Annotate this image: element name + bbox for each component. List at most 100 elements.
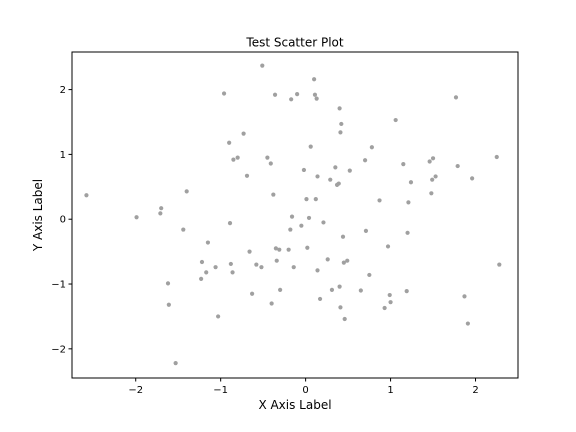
data-point bbox=[204, 270, 209, 275]
data-point bbox=[268, 161, 273, 166]
y-tick-label: −2 bbox=[51, 344, 66, 355]
data-point bbox=[230, 270, 235, 275]
data-point bbox=[265, 155, 270, 160]
data-point bbox=[205, 240, 211, 245]
y-tick-label: 0 bbox=[60, 215, 66, 226]
data-point bbox=[430, 177, 435, 182]
data-point bbox=[315, 174, 320, 179]
data-point bbox=[199, 259, 205, 265]
data-point bbox=[228, 261, 233, 267]
data-point bbox=[312, 92, 318, 97]
data-point bbox=[317, 296, 323, 302]
data-point bbox=[272, 92, 278, 97]
data-point bbox=[494, 154, 499, 160]
x-axis-label: X Axis Label bbox=[258, 398, 331, 412]
data-point bbox=[216, 314, 221, 319]
y-axis-label: Y Axis Label bbox=[31, 179, 45, 252]
data-point bbox=[289, 214, 295, 219]
y-axis-ticks: −2 −1 0 1 2 bbox=[51, 85, 72, 355]
data-point bbox=[408, 180, 414, 185]
data-point bbox=[158, 211, 163, 216]
data-point bbox=[308, 144, 313, 149]
data-point bbox=[227, 140, 232, 145]
data-point bbox=[295, 92, 300, 97]
x-tick-label: −2 bbox=[128, 385, 143, 396]
data-point bbox=[393, 117, 398, 123]
data-point bbox=[347, 168, 352, 173]
data-point bbox=[377, 198, 382, 203]
data-point bbox=[227, 221, 233, 226]
data-point bbox=[199, 276, 204, 281]
data-point bbox=[247, 249, 252, 254]
data-point bbox=[405, 230, 410, 235]
data-point bbox=[433, 174, 438, 179]
data-points bbox=[84, 63, 502, 366]
data-point bbox=[369, 145, 374, 150]
data-point bbox=[274, 258, 279, 263]
data-point bbox=[306, 215, 312, 221]
data-point bbox=[382, 305, 387, 311]
data-point bbox=[231, 157, 236, 162]
data-point bbox=[259, 265, 264, 270]
data-point bbox=[362, 158, 368, 163]
data-point bbox=[497, 262, 502, 267]
y-tick-label: −1 bbox=[51, 280, 66, 291]
x-tick-label: 2 bbox=[472, 385, 478, 396]
data-point bbox=[340, 234, 346, 239]
data-point bbox=[314, 96, 319, 101]
data-point bbox=[84, 193, 89, 198]
data-point bbox=[181, 227, 186, 232]
data-point bbox=[273, 246, 278, 251]
data-point bbox=[338, 130, 343, 135]
data-point bbox=[401, 162, 406, 167]
x-tick-label: −1 bbox=[213, 385, 228, 396]
data-point bbox=[453, 95, 459, 100]
data-point bbox=[363, 228, 369, 233]
data-point bbox=[341, 260, 346, 265]
data-point bbox=[462, 294, 467, 299]
x-tick-label: 0 bbox=[302, 385, 308, 396]
data-point bbox=[345, 258, 350, 263]
data-point bbox=[339, 121, 344, 127]
data-point bbox=[429, 191, 434, 196]
y-tick-label: 2 bbox=[60, 85, 66, 96]
data-point bbox=[388, 300, 393, 305]
data-point bbox=[213, 265, 218, 270]
data-point bbox=[271, 192, 276, 197]
data-point bbox=[166, 302, 171, 307]
data-point bbox=[321, 220, 326, 225]
data-point bbox=[315, 268, 320, 273]
data-point bbox=[250, 291, 255, 296]
data-point bbox=[254, 262, 259, 267]
data-point bbox=[221, 91, 227, 96]
x-tick-label: 1 bbox=[387, 385, 393, 396]
plot-area-frame bbox=[71, 51, 519, 379]
data-point bbox=[278, 287, 283, 292]
y-tick-label: 1 bbox=[60, 150, 66, 161]
data-point bbox=[173, 360, 178, 366]
data-point bbox=[333, 165, 338, 170]
data-point bbox=[277, 247, 282, 252]
x-axis-ticks: −2 −1 0 1 2 bbox=[128, 378, 479, 396]
data-point bbox=[299, 223, 304, 228]
data-point bbox=[387, 292, 392, 298]
data-point bbox=[465, 321, 470, 326]
chart-title: Test Scatter Plot bbox=[245, 36, 343, 50]
data-point bbox=[328, 177, 333, 182]
data-point bbox=[325, 257, 330, 262]
data-point bbox=[470, 176, 475, 181]
data-point bbox=[305, 245, 310, 250]
data-point bbox=[427, 159, 432, 164]
data-point bbox=[367, 272, 372, 278]
data-point bbox=[291, 265, 296, 270]
data-point bbox=[165, 281, 171, 286]
data-point bbox=[304, 197, 309, 202]
data-point bbox=[289, 97, 294, 102]
data-point bbox=[455, 163, 460, 169]
data-point bbox=[260, 63, 265, 68]
data-point bbox=[338, 305, 343, 310]
data-point bbox=[358, 288, 363, 293]
data-point bbox=[329, 287, 335, 292]
data-point bbox=[159, 206, 164, 211]
